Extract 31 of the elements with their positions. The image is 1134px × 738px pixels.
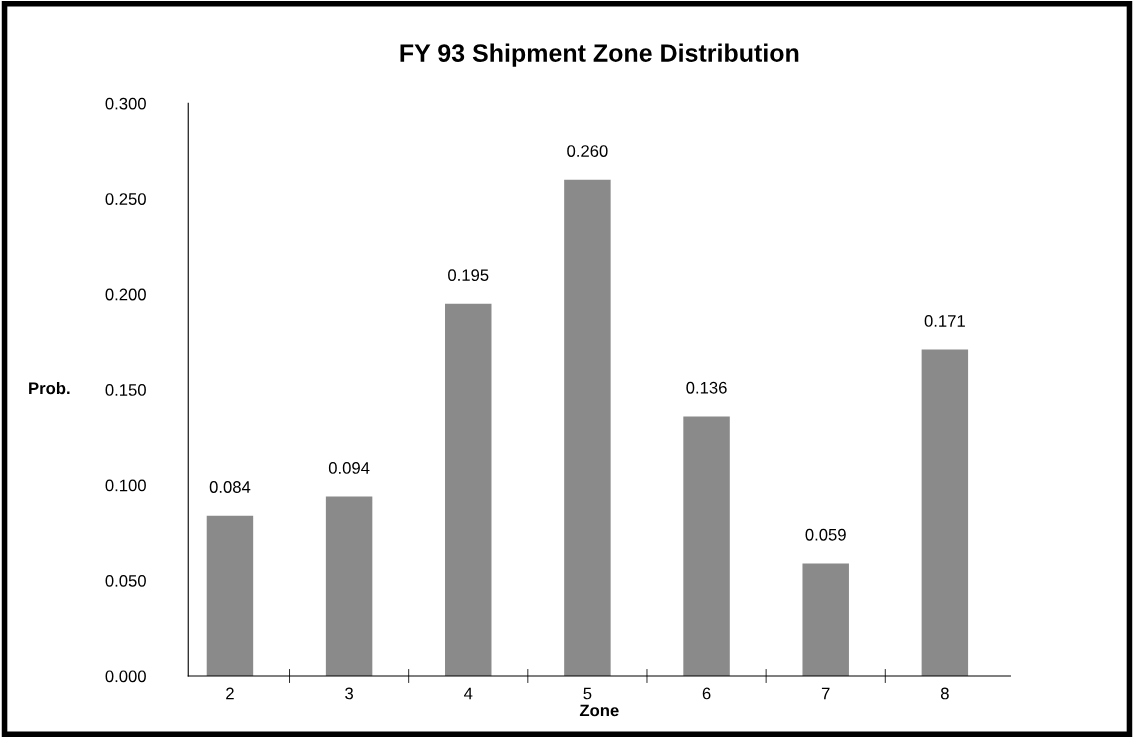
- x-tick-label: 4: [464, 687, 473, 700]
- data-label: 0.195: [448, 269, 489, 282]
- x-tick-label: 7: [821, 687, 830, 700]
- data-label: 0.260: [567, 145, 608, 157]
- x-tick-label: 6: [702, 687, 711, 700]
- y-tick-label: 0.200: [105, 288, 146, 301]
- bar: [921, 349, 969, 677]
- bar: [564, 179, 611, 677]
- data-label: 0.084: [209, 481, 251, 493]
- bar: [683, 416, 730, 677]
- x-axis-title: Zone: [579, 704, 619, 717]
- y-axis-title: Prob.: [29, 381, 70, 395]
- data-label: 0.171: [924, 315, 965, 327]
- y-tick-label: 0.100: [105, 479, 146, 492]
- chart-title: FY 93 Shipment Zone Distribution: [400, 43, 799, 67]
- data-label: 0.136: [686, 381, 727, 394]
- bar: [325, 496, 373, 677]
- y-tick-label: 0.300: [105, 97, 146, 110]
- y-tick-label: 0.050: [105, 574, 146, 587]
- bar: [802, 563, 849, 677]
- y-tick-label: 0.150: [105, 384, 146, 396]
- bar: [206, 515, 254, 677]
- x-tick-label: 2: [226, 687, 234, 700]
- data-label: 0.094: [328, 462, 370, 474]
- x-tick-label: 8: [940, 687, 949, 700]
- x-tick-label: 3: [345, 687, 353, 700]
- x-tick-label: 5: [583, 687, 592, 700]
- y-tick-label: 0.250: [105, 193, 146, 205]
- data-label: 0.059: [805, 528, 846, 541]
- y-tick-label: 0.000: [105, 670, 146, 683]
- bar: [445, 303, 492, 677]
